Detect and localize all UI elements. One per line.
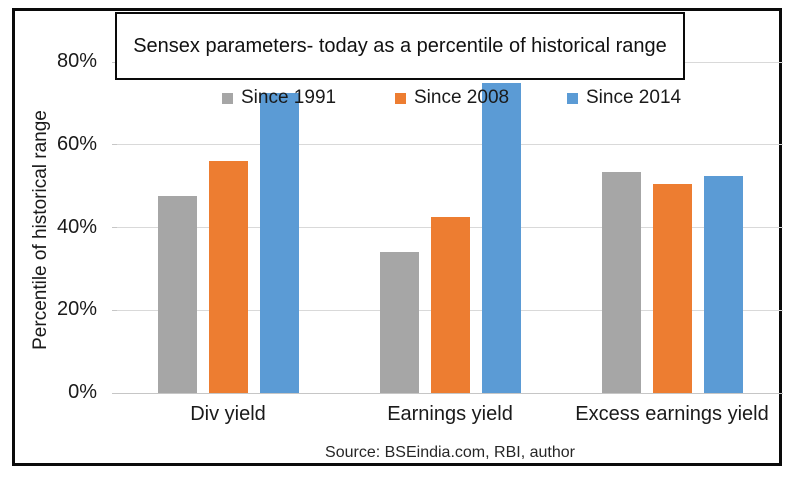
bar-since-2008: [652, 184, 692, 393]
y-axis-tick: [112, 309, 117, 311]
legend-label: Since 2008: [414, 87, 510, 108]
y-axis-tick-label: 0%: [68, 381, 97, 403]
legend: Since 1991 Since 2008 Since 2014: [0, 87, 800, 109]
y-axis-tick: [112, 144, 117, 146]
bar-since-2014: [703, 175, 743, 393]
bar-since-2008: [208, 161, 248, 393]
bar-group: [117, 62, 339, 393]
bar-group: [561, 62, 783, 393]
x-axis-category-label: Div yield: [190, 403, 266, 425]
legend-label: Since 1991: [241, 87, 337, 108]
chart-title-box: Sensex parameters- today as a percentile…: [115, 12, 685, 80]
legend-swatch-icon: [395, 92, 406, 104]
bar-since-1991: [601, 171, 641, 393]
source-note: Source: BSEindia.com, RBI, author: [325, 444, 575, 461]
y-axis-tick: [112, 392, 117, 394]
legend-swatch-icon: [222, 92, 233, 104]
y-axis-tick: [112, 61, 117, 63]
gridline-60%: [117, 144, 783, 146]
y-axis-tick-label: 40%: [56, 215, 97, 238]
legend-item: Since 2014: [567, 87, 681, 109]
x-axis-category-label: Earnings yield: [387, 403, 513, 425]
bar-group: [339, 62, 561, 393]
y-axis-tick-label: 60%: [56, 132, 97, 155]
bar-since-1991: [379, 252, 419, 393]
legend-swatch-icon: [567, 92, 578, 104]
legend-item: Since 2008: [395, 87, 509, 109]
y-axis-tick: [112, 227, 117, 228]
bar-since-1991: [157, 196, 197, 393]
chart-title: Sensex parameters- today as a percentile…: [133, 35, 667, 57]
legend-item: Since 1991: [222, 87, 336, 109]
bar-since-2008: [430, 217, 470, 393]
x-axis-category-label: Excess earnings yield: [575, 403, 769, 425]
y-axis-tick-label: 80%: [56, 50, 97, 72]
bar-since-2014: [259, 93, 299, 393]
gridline-0%: [117, 392, 783, 394]
y-axis-tick-label: 20%: [56, 298, 97, 321]
legend-label: Since 2014: [586, 87, 682, 108]
bar-since-2014: [481, 82, 521, 393]
plot-area: [117, 61, 783, 394]
